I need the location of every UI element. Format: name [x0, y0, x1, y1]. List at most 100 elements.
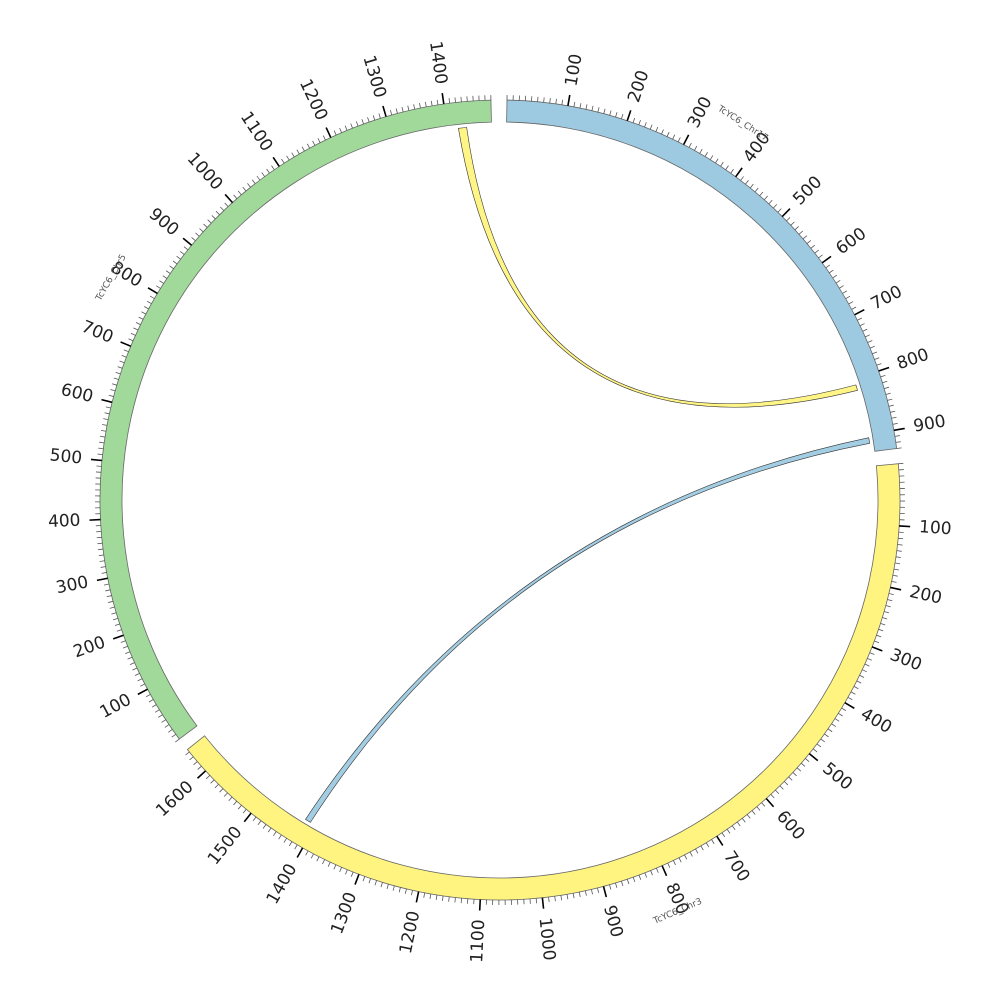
major-tick [112, 634, 124, 640]
major-tick [272, 156, 280, 167]
minor-tick [111, 612, 117, 615]
minor-tick [128, 338, 134, 342]
minor-tick [237, 804, 242, 810]
major-tick [871, 646, 883, 652]
minor-tick [145, 694, 151, 698]
major-tick [808, 753, 819, 762]
minor-tick [872, 351, 878, 355]
minor-tick [548, 896, 550, 903]
minor-tick [796, 767, 802, 772]
minor-tick [806, 240, 812, 244]
minor-tick [814, 249, 819, 254]
minor-tick [869, 652, 875, 655]
minor-tick [228, 796, 233, 802]
minor-tick [847, 696, 853, 701]
major-tick [821, 255, 832, 264]
tick-label: 900 [145, 204, 183, 240]
minor-tick [626, 879, 630, 885]
minor-tick [894, 562, 901, 565]
minor-tick [169, 265, 174, 270]
minor-tick [101, 572, 107, 574]
major-tick [182, 237, 193, 246]
tick-label: 1300 [358, 53, 389, 100]
minor-tick [784, 781, 789, 786]
minor-tick [650, 870, 653, 876]
minor-tick [180, 251, 185, 255]
minor-tick [864, 663, 870, 667]
minor-tick [880, 623, 886, 626]
major-tick [101, 398, 113, 404]
minor-tick [865, 334, 870, 338]
segments-layer [99, 99, 901, 901]
minor-tick [878, 628, 884, 632]
minor-tick [880, 374, 886, 378]
link-2 [305, 437, 871, 823]
minor-tick [638, 874, 642, 880]
minor-tick [831, 723, 836, 727]
minor-tick [549, 98, 551, 104]
minor-tick [802, 235, 808, 240]
minor-tick [888, 404, 894, 407]
tick-label: 500 [49, 445, 83, 468]
minor-tick [171, 733, 177, 738]
minor-tick [151, 704, 157, 708]
minor-tick [237, 190, 242, 196]
tick-label: 700 [719, 848, 753, 886]
minor-tick [271, 165, 275, 170]
minor-tick [779, 785, 784, 790]
minor-tick [129, 662, 135, 666]
minor-tick [896, 447, 902, 449]
minor-tick [699, 148, 703, 154]
minor-tick [215, 210, 220, 216]
minor-tick [827, 728, 833, 733]
minor-tick [578, 891, 581, 898]
minor-tick [392, 885, 395, 891]
tick-label: 300 [54, 572, 90, 598]
minor-tick [98, 548, 104, 551]
minor-tick [134, 673, 140, 676]
chromosome-label-tcyc6-chr17: TcYC6_Chr17 [715, 104, 770, 144]
minor-tick [816, 743, 822, 748]
minor-tick [149, 295, 155, 299]
major-tick [893, 427, 905, 432]
minor-tick [121, 355, 127, 358]
minor-tick [890, 410, 896, 413]
minor-tick [130, 332, 136, 336]
major-tick [90, 458, 103, 462]
minor-tick [777, 208, 782, 213]
minor-tick [316, 856, 320, 862]
minor-tick [132, 667, 138, 671]
minor-tick [573, 101, 576, 107]
tick-label: 800 [894, 345, 931, 374]
major-tick [878, 366, 890, 372]
minor-tick [154, 709, 160, 713]
minor-tick [115, 371, 121, 375]
minor-tick [756, 806, 761, 811]
minor-tick [454, 97, 456, 103]
tick-label: 300 [887, 645, 925, 676]
minor-tick [185, 751, 190, 756]
minor-tick [278, 834, 282, 840]
minor-tick [97, 542, 103, 545]
minor-tick [800, 762, 806, 767]
minor-tick [211, 215, 216, 220]
tick-label: 1000 [183, 149, 227, 195]
minor-tick [436, 99, 439, 105]
tick-label: 100 [97, 690, 135, 723]
minor-tick [301, 146, 305, 152]
minor-tick [856, 680, 862, 684]
minor-tick [688, 142, 692, 148]
minor-tick [448, 896, 450, 902]
minor-tick [108, 600, 114, 603]
minor-tick [100, 566, 106, 568]
minor-tick [98, 554, 104, 557]
minor-tick [117, 366, 123, 369]
major-tick [382, 105, 387, 117]
minor-tick [430, 100, 433, 106]
minor-tick [770, 794, 775, 799]
minor-tick [137, 678, 143, 682]
minor-tick [98, 447, 104, 450]
minor-tick [242, 808, 247, 814]
minor-tick [176, 255, 181, 260]
major-tick [899, 525, 911, 528]
